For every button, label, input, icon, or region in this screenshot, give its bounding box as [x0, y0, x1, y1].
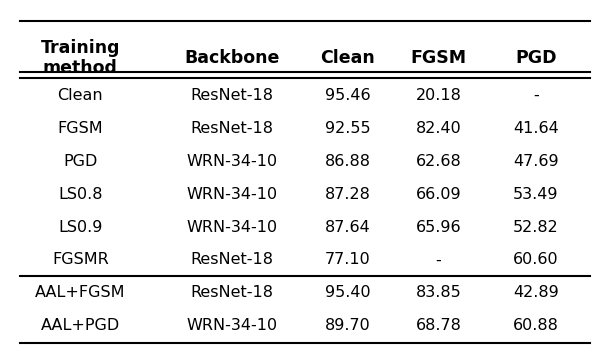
Text: 62.68: 62.68 [415, 154, 461, 169]
Text: PGD: PGD [63, 154, 98, 169]
Text: ResNet-18: ResNet-18 [191, 121, 274, 136]
Text: LS0.8: LS0.8 [58, 187, 102, 202]
Text: 68.78: 68.78 [415, 318, 462, 333]
Text: PGD: PGD [515, 49, 556, 67]
Text: 83.85: 83.85 [415, 285, 461, 300]
Text: 95.40: 95.40 [325, 285, 370, 300]
Text: 82.40: 82.40 [415, 121, 461, 136]
Text: FGSM: FGSM [57, 121, 103, 136]
Text: LS0.9: LS0.9 [58, 220, 102, 235]
Text: 60.88: 60.88 [513, 318, 559, 333]
Text: 66.09: 66.09 [416, 187, 461, 202]
Text: 89.70: 89.70 [325, 318, 370, 333]
Text: -: - [533, 88, 539, 103]
Text: 87.64: 87.64 [325, 220, 370, 235]
Text: Clean: Clean [320, 49, 375, 67]
Text: 86.88: 86.88 [325, 154, 370, 169]
Text: -: - [436, 252, 442, 267]
Text: AAL+PGD: AAL+PGD [41, 318, 120, 333]
Text: 92.55: 92.55 [325, 121, 370, 136]
Text: WRN-34-10: WRN-34-10 [187, 220, 278, 235]
Text: 87.28: 87.28 [325, 187, 370, 202]
Text: AAL+FGSM: AAL+FGSM [35, 285, 126, 300]
Text: 53.49: 53.49 [513, 187, 559, 202]
Text: ResNet-18: ResNet-18 [191, 285, 274, 300]
Text: Clean: Clean [57, 88, 103, 103]
Text: Backbone: Backbone [184, 49, 280, 67]
Text: 60.60: 60.60 [513, 252, 559, 267]
Text: 47.69: 47.69 [513, 154, 559, 169]
Text: WRN-34-10: WRN-34-10 [187, 318, 278, 333]
Text: 52.82: 52.82 [513, 220, 559, 235]
Text: 95.46: 95.46 [325, 88, 370, 103]
Text: FGSM: FGSM [411, 49, 467, 67]
Text: WRN-34-10: WRN-34-10 [187, 187, 278, 202]
Text: 42.89: 42.89 [513, 285, 559, 300]
Text: ResNet-18: ResNet-18 [191, 88, 274, 103]
Text: 77.10: 77.10 [325, 252, 370, 267]
Text: 65.96: 65.96 [416, 220, 461, 235]
Text: 41.64: 41.64 [513, 121, 559, 136]
Text: ResNet-18: ResNet-18 [191, 252, 274, 267]
Text: WRN-34-10: WRN-34-10 [187, 154, 278, 169]
Text: Training
method: Training method [41, 38, 120, 77]
Text: FGSMR: FGSMR [52, 252, 109, 267]
Text: 20.18: 20.18 [415, 88, 462, 103]
